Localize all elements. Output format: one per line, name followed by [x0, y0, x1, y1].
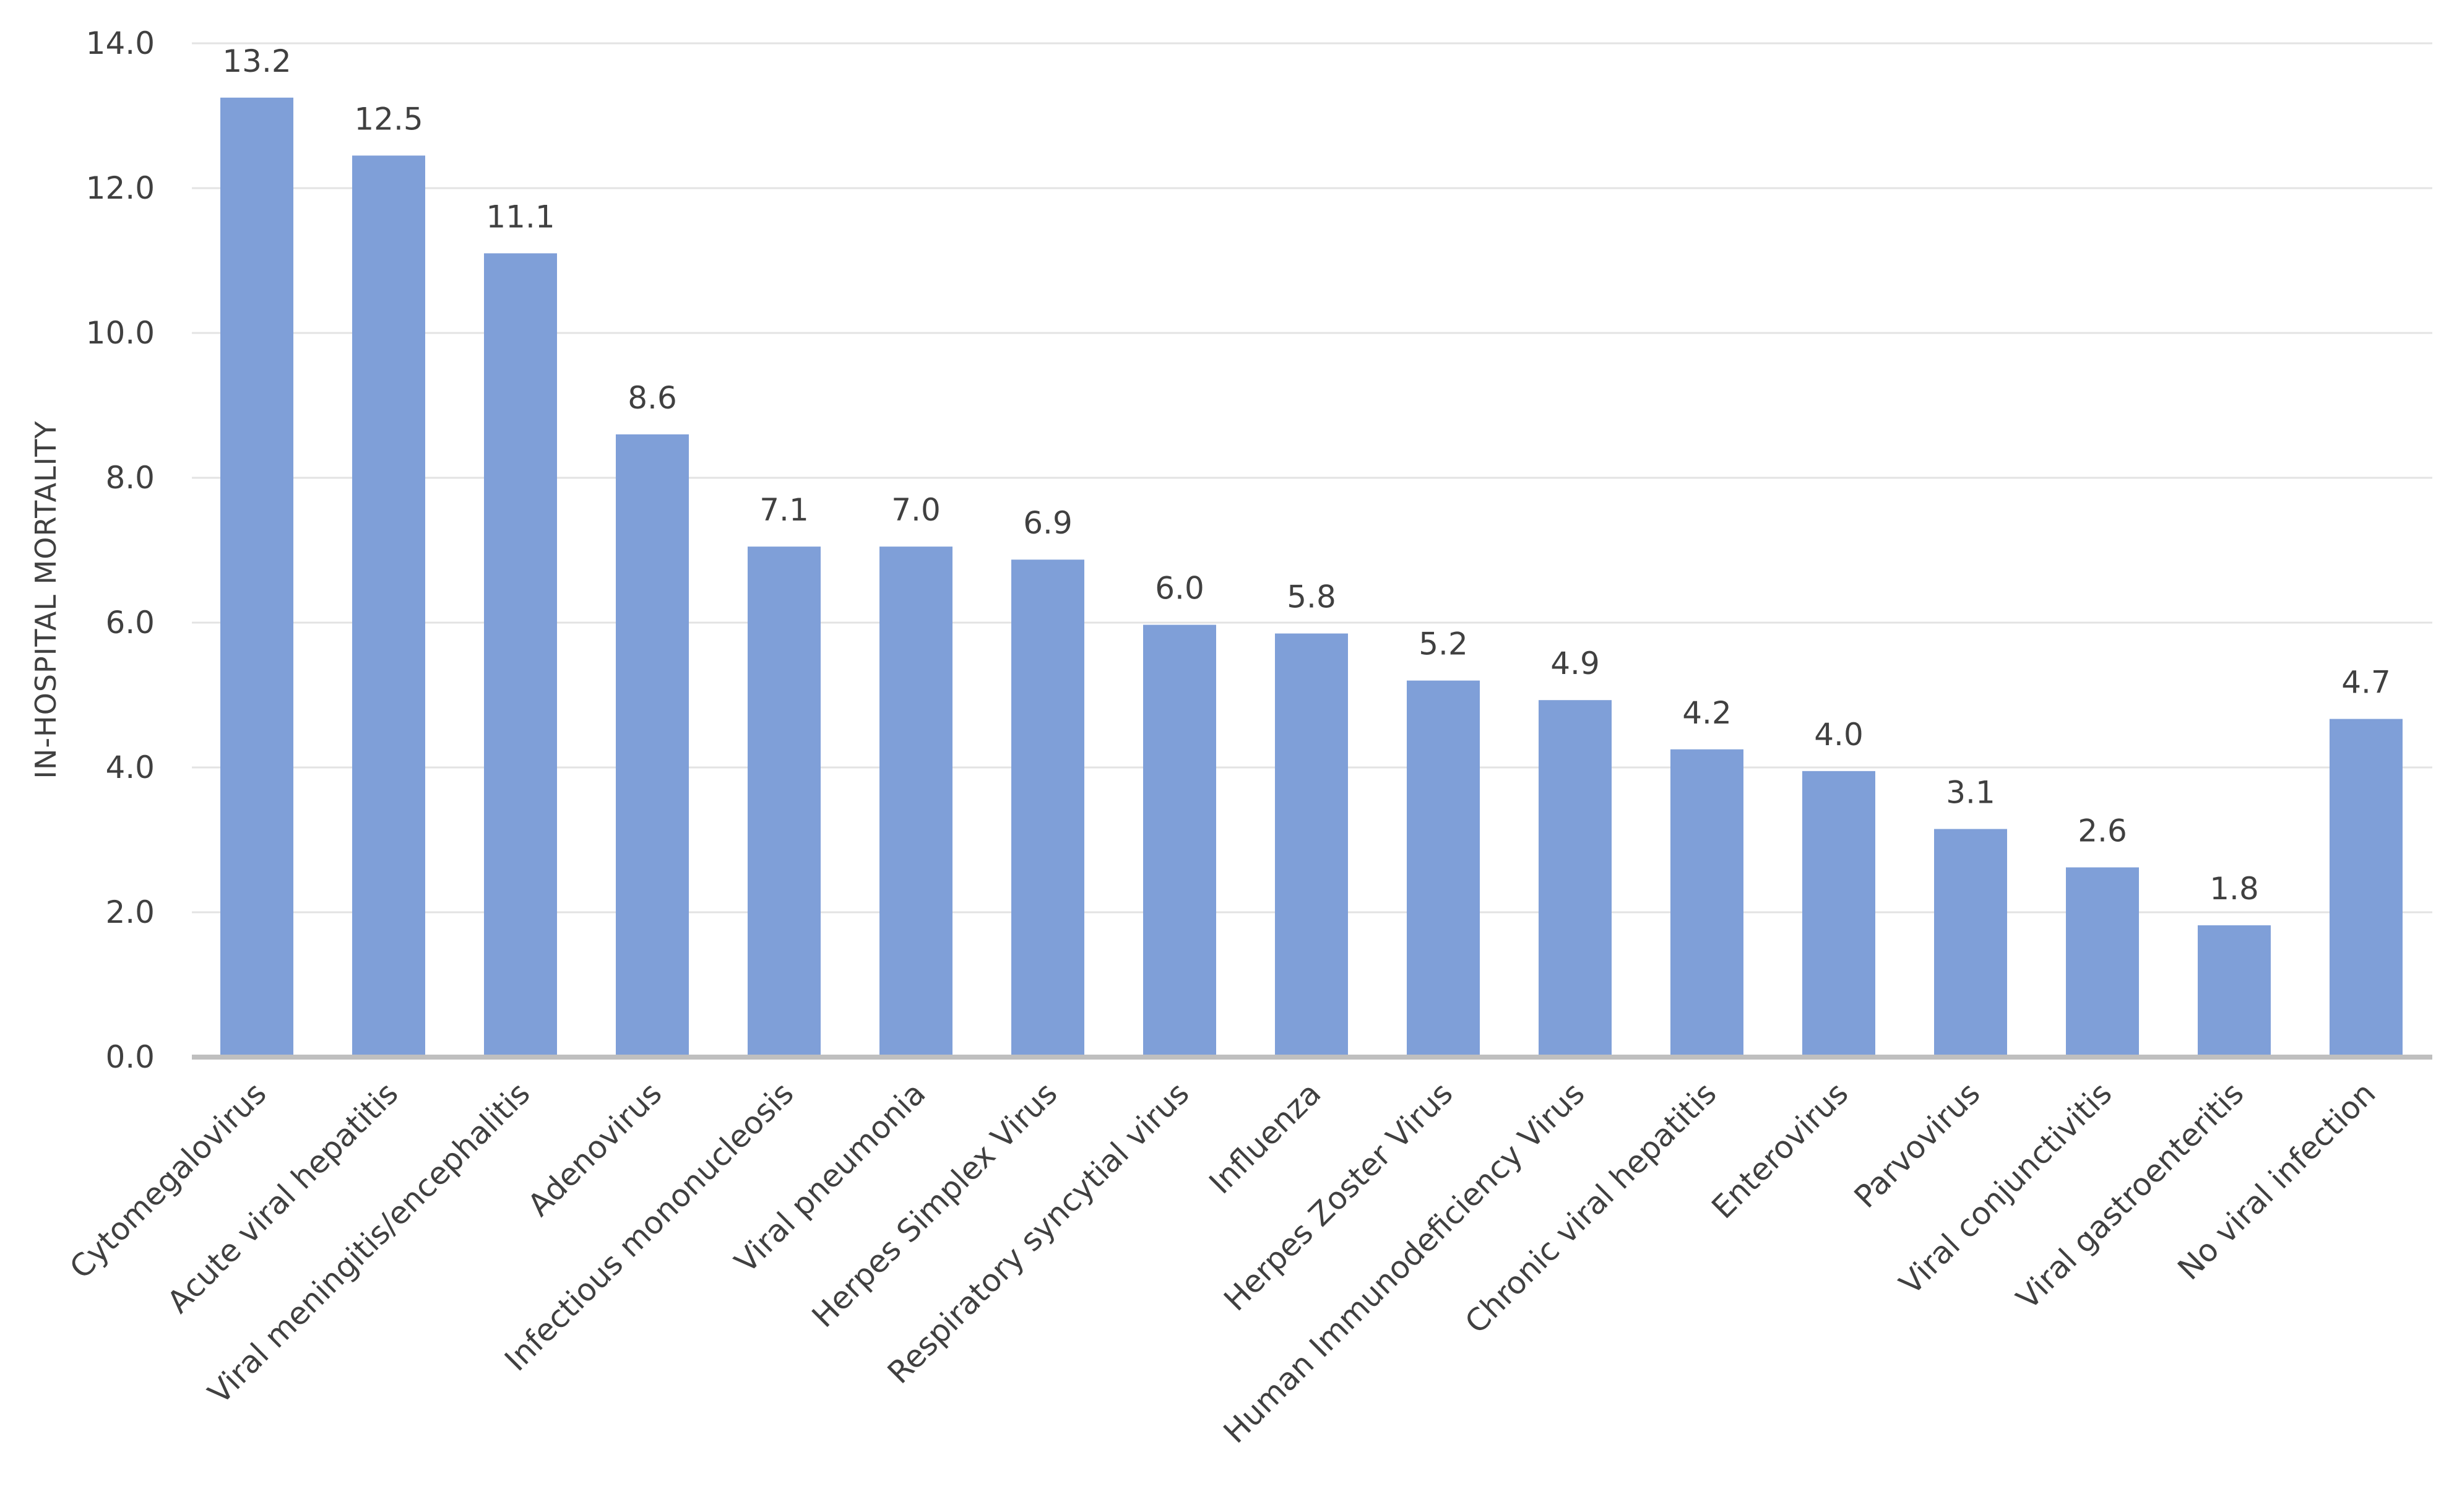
category-label: Viral gastroenteritis — [2010, 1075, 2251, 1316]
bar — [484, 253, 557, 1057]
category-label: Chronic viral hepatitis — [1458, 1075, 1723, 1340]
bar — [1143, 624, 1216, 1057]
data-label: 4.2 — [1682, 695, 1732, 731]
bar — [1539, 700, 1612, 1057]
category-label: Adenovirus — [521, 1075, 669, 1223]
y-tick-label: 12.0 — [86, 170, 155, 206]
category-label: Parvovirus — [1847, 1075, 1987, 1215]
category-label: Influenza — [1203, 1075, 1328, 1201]
y-axis-title: IN-HOSPITAL MORTALITY — [29, 420, 63, 779]
bar — [1934, 829, 2007, 1057]
data-label: 7.1 — [759, 492, 809, 528]
data-label: 2.6 — [2078, 813, 2127, 849]
bar — [1011, 559, 1084, 1057]
category-label: Herpes Zoster Virus — [1217, 1075, 1459, 1318]
bar — [1802, 771, 1875, 1057]
bar — [879, 546, 952, 1057]
category-label: Viral conjunctivitis — [1893, 1075, 2119, 1302]
y-tick-label: 4.0 — [105, 750, 155, 785]
bar — [2066, 867, 2139, 1057]
data-label: 1.8 — [2209, 871, 2259, 907]
y-tick-label: 14.0 — [86, 25, 155, 61]
bar — [2198, 925, 2271, 1057]
data-label: 11.1 — [486, 199, 555, 235]
data-label: 13.2 — [222, 43, 291, 79]
bar — [616, 434, 689, 1057]
y-tick-label: 2.0 — [105, 894, 155, 930]
bars — [220, 97, 2403, 1058]
bar — [748, 546, 821, 1057]
data-label: 6.0 — [1155, 571, 1204, 607]
data-label: 5.8 — [1287, 579, 1336, 615]
data-label: 5.2 — [1419, 626, 1468, 662]
data-label: 4.9 — [1550, 646, 1600, 681]
y-tick-label: 10.0 — [86, 315, 155, 351]
category-label: Acute viral hepatitis — [160, 1075, 405, 1320]
bar — [1275, 633, 1348, 1057]
y-tick-label: 0.0 — [105, 1039, 155, 1075]
data-label: 4.7 — [2341, 665, 2391, 701]
data-label: 6.9 — [1023, 505, 1073, 541]
bar — [1407, 680, 1480, 1057]
category-label: Herpes Simplex Virus — [805, 1075, 1065, 1334]
data-label: 7.0 — [891, 492, 941, 528]
bar — [220, 97, 293, 1057]
y-tick-label: 6.0 — [105, 605, 155, 641]
y-axis-ticks: 0.0 2.0 4.0 6.0 8.0 10.0 12.0 14.0 — [86, 25, 155, 1075]
gridlines — [192, 42, 2432, 914]
bar — [352, 155, 425, 1058]
data-label: 12.5 — [354, 101, 423, 137]
data-label: 8.6 — [628, 380, 677, 416]
bar — [1670, 749, 1743, 1057]
data-labels: 13.2 12.5 11.1 8.6 7.1 7.0 6.9 6.0 5.8 5.2 4.9 4.2 4… — [222, 43, 2390, 907]
data-label: 4.0 — [1814, 717, 1864, 753]
y-tick-label: 8.0 — [105, 460, 155, 496]
category-label: Enterovirus — [1705, 1075, 1855, 1225]
data-label: 3.1 — [1946, 774, 1995, 810]
bar — [2330, 719, 2403, 1057]
